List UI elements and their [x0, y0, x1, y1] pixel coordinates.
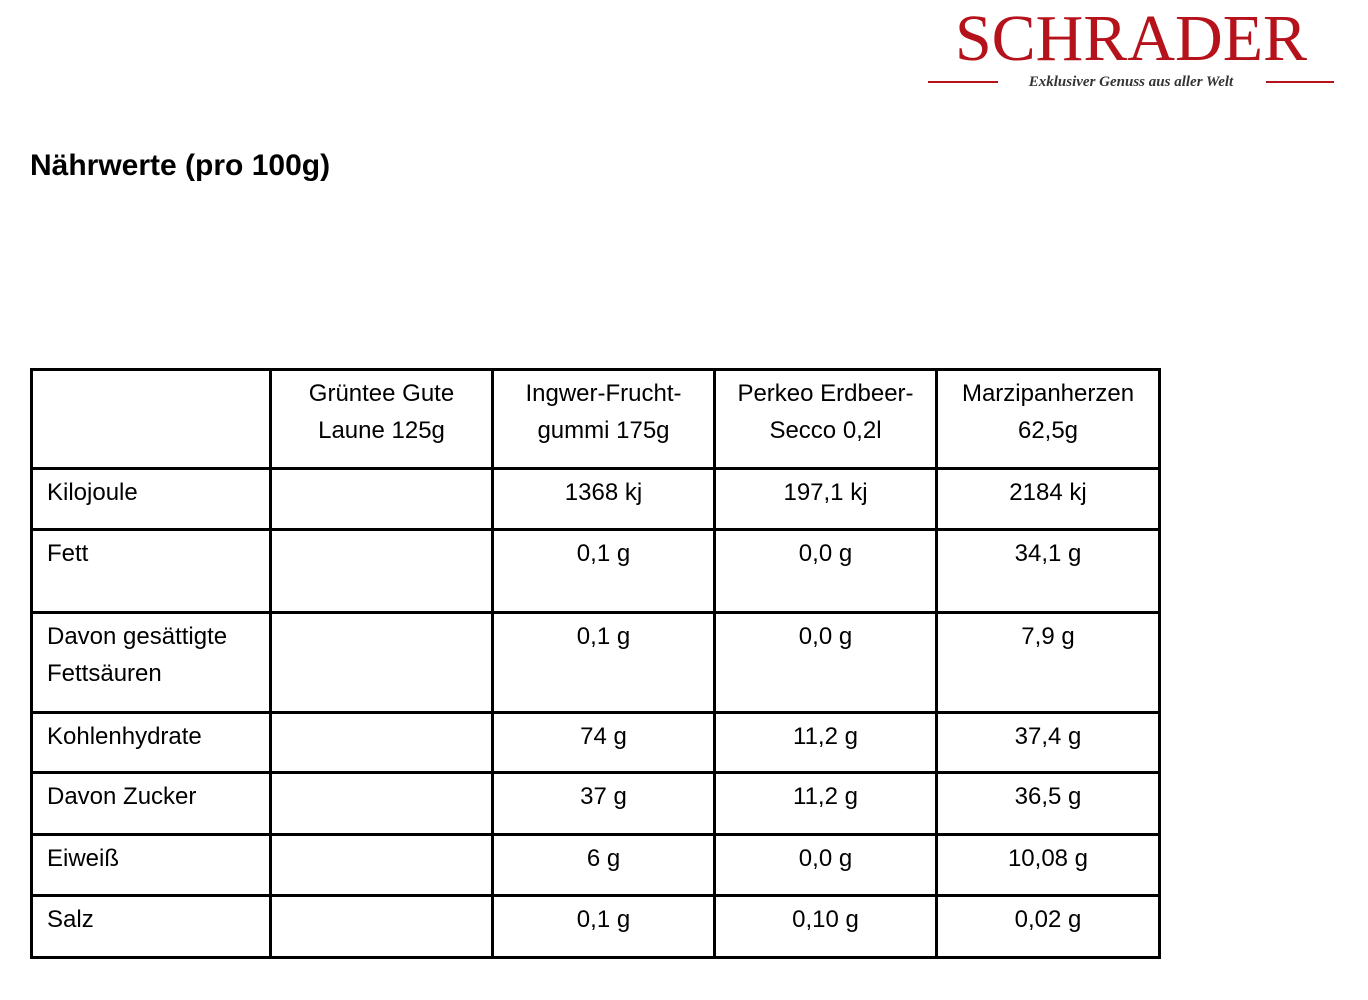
cell [269, 528, 494, 614]
row-label: Fett [30, 528, 272, 614]
cell: 11,2 g [713, 771, 938, 836]
row: Davon gesättigte Fettsäuren 0,1 g 0,0 g 7,9… [30, 611, 1161, 714]
header-line: Marzipanherzen [961, 380, 1135, 407]
row: Fett 0,1 g 0,0 g 34,1 g [30, 528, 1161, 614]
row-label: Davon Zucker [30, 771, 272, 836]
cell [269, 611, 494, 714]
header-line: Laune 125g [318, 417, 445, 444]
cell: 0,0 g [713, 528, 938, 614]
cell: 0,0 g [713, 833, 938, 897]
cell: 0,10 g [713, 894, 938, 959]
header-line: Secco 0,2l [769, 417, 882, 444]
cell: 10,08 g [935, 833, 1161, 897]
cell [269, 467, 494, 531]
header-line: Ingwer-Frucht- [525, 380, 682, 407]
cell: 0,1 g [491, 611, 716, 714]
cell: 36,5 g [935, 771, 1161, 836]
header-cell: Grüntee Gute Laune 125g [269, 368, 494, 470]
cell: 197,1 kj [713, 467, 938, 531]
cell: 0,02 g [935, 894, 1161, 959]
cell [269, 833, 494, 897]
logo-tagline: Exklusiver Genuss aus aller Welt [1028, 74, 1234, 90]
row: Davon Zucker 37 g 11,2 g 36,5 g [30, 771, 1161, 836]
header-cell: Perkeo Erdbeer- Secco 0,2l [713, 368, 938, 470]
cell: 0,0 g [713, 611, 938, 714]
row-label: Eiweiß [30, 833, 272, 897]
cell: 34,1 g [935, 528, 1161, 614]
row: Eiweiß 6 g 0,0 g 10,08 g [30, 833, 1161, 897]
cell: 11,2 g [713, 711, 938, 774]
row-label: Kilojoule [30, 467, 272, 531]
row: Kohlenhydrate 74 g 11,2 g 37,4 g [30, 711, 1161, 774]
header-cell [30, 368, 272, 470]
row-label: Davon gesättigte Fettsäuren [30, 611, 272, 714]
row: Kilojoule 1368 kj 197,1 kj 2184 kj [30, 467, 1161, 531]
cell: 0,1 g [491, 894, 716, 959]
cell: 37 g [491, 771, 716, 836]
row-label: Salz [30, 894, 272, 959]
cell: 74 g [491, 711, 716, 774]
cell: 7,9 g [935, 611, 1161, 714]
nutrition-table: Grüntee Gute Laune 125g Ingwer-Frucht-gumm… [30, 368, 1161, 959]
title: Nährwerte (pro 100g) [30, 149, 331, 182]
row-label: Kohlenhydrate [30, 711, 272, 774]
cell: 6 g [491, 833, 716, 897]
cell [269, 894, 494, 959]
logo-rule [1266, 81, 1334, 83]
logo: SCHRADER Exklusiver Genuss aus aller Wel… [926, 4, 1336, 94]
row: Salz 0,1 g 0,10 g 0,02 g [30, 894, 1161, 959]
header-row: Grüntee Gute Laune 125g Ingwer-Frucht-gumm… [30, 368, 1161, 470]
header-cell: Marzipanherzen 62,5g [935, 368, 1161, 470]
logo-name: SCHRADER [954, 2, 1308, 75]
header-cell: Ingwer-Frucht-gummi 175g [491, 368, 716, 470]
cell: 1368 kj [491, 467, 716, 531]
header-line: Grüntee Gute [308, 380, 455, 407]
cell [269, 771, 494, 836]
cell: 2184 kj [935, 467, 1161, 531]
header-line: gummi 175g [537, 417, 670, 444]
cell: 37,4 g [935, 711, 1161, 774]
logo-rule [928, 81, 998, 83]
header-line: 62,5g [1017, 417, 1079, 444]
cell [269, 711, 494, 774]
header-line: Perkeo Erdbeer- [737, 380, 914, 407]
cell: 0,1 g [491, 528, 716, 614]
